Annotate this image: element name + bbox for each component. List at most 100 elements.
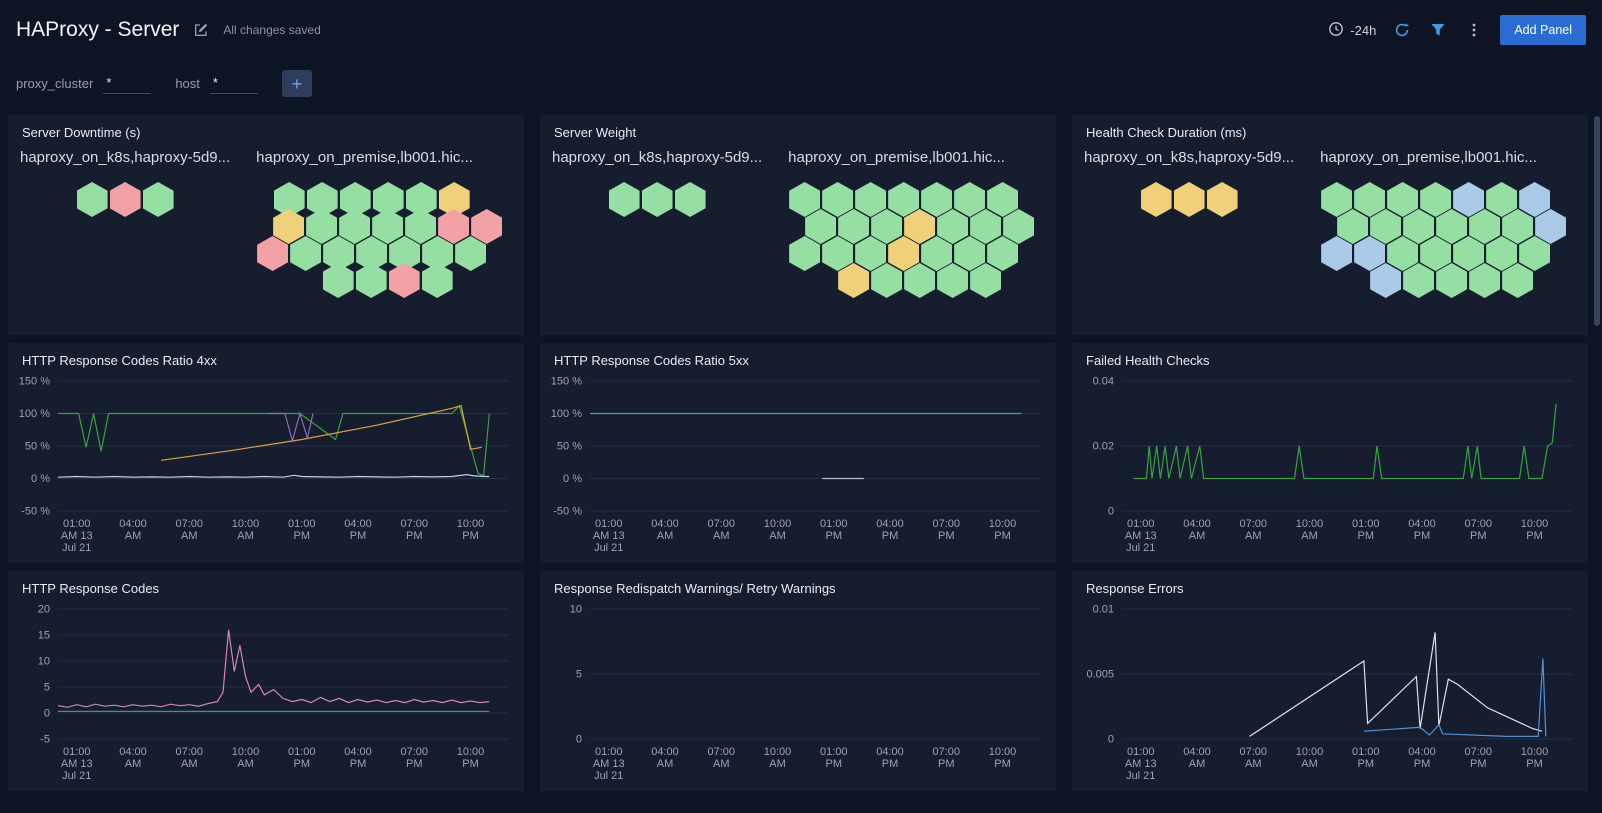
hex-cell[interactable] bbox=[339, 209, 371, 244]
hex-cell[interactable] bbox=[921, 182, 953, 217]
panel-title: Response Redispatch Warnings/ Retry Warn… bbox=[554, 581, 836, 596]
add-panel-button[interactable]: Add Panel bbox=[1500, 15, 1586, 45]
hex-cell[interactable] bbox=[388, 263, 420, 298]
hex-cell[interactable] bbox=[904, 209, 936, 244]
add-filter-button[interactable]: + bbox=[281, 70, 312, 97]
hex-cell[interactable] bbox=[421, 263, 453, 298]
vertical-scrollbar[interactable] bbox=[1594, 116, 1600, 326]
hex-cell[interactable] bbox=[871, 209, 903, 244]
hex-cell[interactable] bbox=[641, 182, 673, 217]
svg-text:01:00: 01:00 bbox=[820, 746, 848, 758]
hex-cell[interactable] bbox=[405, 209, 437, 244]
hex-cell[interactable] bbox=[822, 182, 854, 217]
hex-cell[interactable] bbox=[1502, 263, 1534, 298]
svg-text:07:00: 07:00 bbox=[1239, 518, 1267, 530]
hex-cell[interactable] bbox=[937, 209, 969, 244]
hex-cell[interactable] bbox=[987, 236, 1019, 271]
edit-dashboard-icon[interactable] bbox=[191, 20, 211, 40]
host-filter-input[interactable]: * bbox=[209, 73, 258, 94]
honeycomb-group[interactable]: haproxy_on_premise,lb001.hic... bbox=[256, 149, 503, 298]
kebab-menu-icon[interactable] bbox=[1464, 20, 1484, 40]
proxy-cluster-filter-input[interactable]: * bbox=[103, 73, 152, 94]
svg-text:AM: AM bbox=[237, 758, 254, 770]
hex-cell[interactable] bbox=[1173, 182, 1205, 217]
hex-cell[interactable] bbox=[1436, 263, 1468, 298]
hex-cell[interactable] bbox=[1403, 209, 1435, 244]
time-range-selector[interactable]: -24h bbox=[1328, 21, 1376, 40]
host-filter-label: host bbox=[175, 76, 200, 91]
hex-cell[interactable] bbox=[838, 209, 870, 244]
hex-cell[interactable] bbox=[970, 209, 1002, 244]
svg-text:PM: PM bbox=[826, 758, 843, 770]
refresh-icon[interactable] bbox=[1392, 20, 1412, 40]
hex-cell[interactable] bbox=[1370, 209, 1402, 244]
hex-cell[interactable] bbox=[954, 182, 986, 217]
hex-cell[interactable] bbox=[1337, 209, 1369, 244]
hex-cell[interactable] bbox=[822, 236, 854, 271]
svg-text:10:00: 10:00 bbox=[1521, 518, 1549, 530]
hex-cell[interactable] bbox=[372, 209, 404, 244]
hex-cell[interactable] bbox=[109, 182, 141, 217]
hex-cell[interactable] bbox=[273, 209, 305, 244]
hex-cell[interactable] bbox=[789, 182, 821, 217]
svg-text:04:00: 04:00 bbox=[651, 746, 679, 758]
hex-cell[interactable] bbox=[674, 182, 706, 217]
hex-cell[interactable] bbox=[937, 263, 969, 298]
honeycomb-group[interactable]: haproxy_on_premise,lb001.hic... bbox=[788, 149, 1035, 298]
hex-cell[interactable] bbox=[142, 182, 174, 217]
hex-cell[interactable] bbox=[1436, 209, 1468, 244]
hex-cell[interactable] bbox=[970, 263, 1002, 298]
hex-cell[interactable] bbox=[987, 182, 1019, 217]
hex-cell[interactable] bbox=[1469, 263, 1501, 298]
hex-cell[interactable] bbox=[1403, 263, 1435, 298]
hex-cell[interactable] bbox=[1370, 263, 1402, 298]
series-line bbox=[161, 404, 482, 461]
hex-cell[interactable] bbox=[471, 209, 503, 244]
hex-cell[interactable] bbox=[608, 182, 640, 217]
honeycomb-group[interactable]: haproxy_on_k8s,haproxy-5d9... bbox=[552, 149, 762, 217]
svg-text:AM 13: AM 13 bbox=[593, 530, 625, 542]
hex-cell[interactable] bbox=[1140, 182, 1172, 217]
hex-cell[interactable] bbox=[306, 209, 338, 244]
hex-cell[interactable] bbox=[921, 236, 953, 271]
svg-text:0.01: 0.01 bbox=[1093, 604, 1114, 616]
clock-icon bbox=[1328, 21, 1344, 40]
svg-text:10:00: 10:00 bbox=[457, 518, 485, 530]
hex-cell[interactable] bbox=[789, 236, 821, 271]
hex-cell[interactable] bbox=[1535, 209, 1567, 244]
hex-cell[interactable] bbox=[1206, 182, 1238, 217]
hex-cell[interactable] bbox=[904, 263, 936, 298]
hex-cell[interactable] bbox=[855, 236, 887, 271]
hex-cell[interactable] bbox=[322, 263, 354, 298]
svg-text:10:00: 10:00 bbox=[764, 518, 792, 530]
honeycomb-group[interactable]: haproxy_on_k8s,haproxy-5d9... bbox=[1084, 149, 1294, 217]
svg-text:04:00: 04:00 bbox=[119, 746, 147, 758]
svg-text:AM: AM bbox=[1301, 758, 1318, 770]
hex-cell[interactable] bbox=[805, 209, 837, 244]
hex-cell[interactable] bbox=[76, 182, 108, 217]
hex-cell[interactable] bbox=[438, 209, 470, 244]
hex-cell[interactable] bbox=[1003, 209, 1035, 244]
hex-cell[interactable] bbox=[838, 263, 870, 298]
svg-text:07:00: 07:00 bbox=[707, 746, 735, 758]
hex-cell[interactable] bbox=[355, 263, 387, 298]
hex-cell[interactable] bbox=[855, 182, 887, 217]
hex-cell[interactable] bbox=[954, 236, 986, 271]
hex-row bbox=[788, 236, 1019, 271]
svg-text:0 %: 0 % bbox=[563, 473, 582, 485]
hex-cell[interactable] bbox=[1469, 209, 1501, 244]
hex-cell[interactable] bbox=[888, 182, 920, 217]
svg-text:-50 %: -50 % bbox=[21, 506, 50, 518]
honeycomb-group[interactable]: haproxy_on_premise,lb001.hic... bbox=[1320, 149, 1567, 298]
hex-cell[interactable] bbox=[888, 236, 920, 271]
hex-cell[interactable] bbox=[1502, 209, 1534, 244]
filter-icon[interactable] bbox=[1428, 20, 1448, 40]
honeycomb-group[interactable]: haproxy_on_k8s,haproxy-5d9... bbox=[20, 149, 230, 217]
hex-cell[interactable] bbox=[871, 263, 903, 298]
